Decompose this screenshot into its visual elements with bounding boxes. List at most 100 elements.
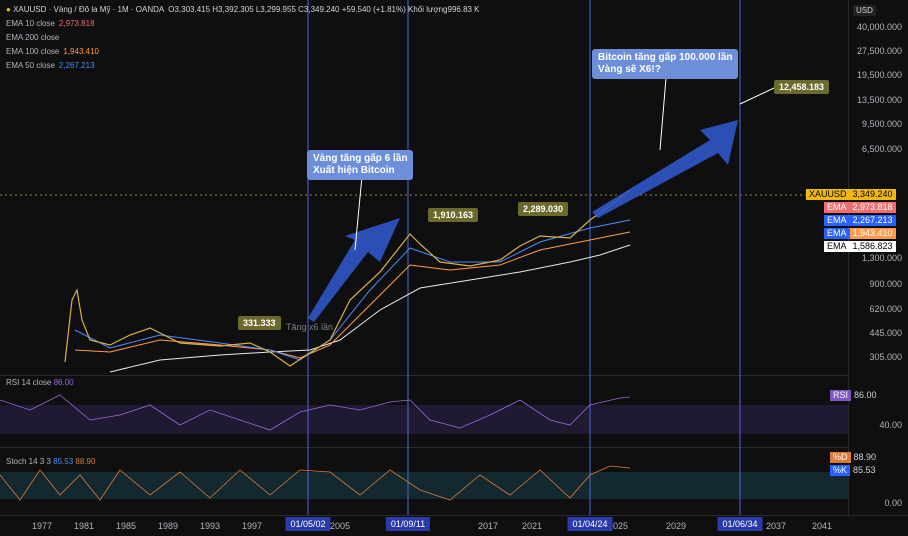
callout-line: Xuất hiện Bitcoin <box>313 165 395 176</box>
callout-line: Bitcoin tăng gấp 100.000 lần <box>598 52 733 63</box>
pane-divider <box>0 375 848 376</box>
time-label: 2025 <box>607 521 629 531</box>
tag-value: 2,973.818 <box>849 202 896 213</box>
time-label: 2041 <box>811 521 833 531</box>
time-label: 1981 <box>73 521 95 531</box>
tag-value: 3,349.240 <box>849 189 896 200</box>
callout: Vàng tăng gấp 6 lần Xuất hiện Bitcoin <box>307 150 414 180</box>
time-label: 2017 <box>477 521 499 531</box>
tag-label: %D <box>830 452 851 463</box>
ema-200 <box>109 244 631 373</box>
price-axis-label: 6,500.000 <box>861 144 902 154</box>
note: Tăng x6 lần <box>286 322 334 332</box>
rsi-value: 86.00 <box>53 378 74 387</box>
price-series <box>64 189 631 367</box>
tag-label: XAUUSD <box>806 189 850 200</box>
tag-label: EMA <box>824 241 850 252</box>
price-label: 2,289.030 <box>518 202 569 216</box>
currency[interactable]: USD <box>853 5 876 16</box>
time-label: 2029 <box>665 521 687 531</box>
indicator: EMA 200 close <box>6 33 59 42</box>
callout-line: Vàng tăng gấp 6 lần <box>313 153 408 164</box>
indicator-value: 2,973.818 <box>58 19 95 28</box>
indicator: EMA 10 close 2,973.818 <box>6 19 95 28</box>
price-tag: EMA 1,943.410 <box>824 228 896 239</box>
date-marker: 01/05/02 <box>285 517 331 531</box>
callout-pointer <box>739 87 775 105</box>
price-axis-label: 19,500.000 <box>856 70 902 80</box>
tag-value: 88.90 <box>853 452 877 462</box>
price-tag: EMA 2,973.818 <box>824 202 896 213</box>
date-marker: 01/04/24 <box>567 517 613 531</box>
time-label: 1993 <box>199 521 221 531</box>
rsi-legend: RSI 14 close 86.00 <box>6 378 74 387</box>
tag-label: %K <box>830 465 851 476</box>
price-label: 12,458.183 <box>774 80 830 94</box>
time-label: 2021 <box>521 521 543 531</box>
stoch-axis-label: 0.00 <box>884 498 902 508</box>
indicator-name: EMA 200 close <box>6 33 60 42</box>
indicator: EMA 50 close 2,267.213 <box>6 61 95 70</box>
stoch-line <box>0 465 631 501</box>
ohlc: O3,303.415 H3,392.305 L3,299.955 C3,349.… <box>168 5 480 14</box>
stoch-legend: Stoch 14 3 3 85.53 88.90 <box>6 457 95 466</box>
arrow <box>592 120 738 218</box>
price-label: 331.333 <box>238 316 281 330</box>
indicator-name: EMA 50 close <box>6 61 55 70</box>
callout: Bitcoin tăng gấp 100.000 lần Vàng sẽ X6!? <box>592 49 739 79</box>
callout-line: Vàng sẽ X6!? <box>598 64 661 75</box>
price-tag: EMA 1,586.823 <box>824 241 896 252</box>
tag-value: 2,267.213 <box>849 215 896 226</box>
price-tag: XAUUSD 3,349.240 <box>806 189 896 200</box>
stoch-d: 88.90 <box>75 457 96 466</box>
time-label: 2037 <box>765 521 787 531</box>
tag-value: 86.00 <box>854 390 877 400</box>
time-label: 1977 <box>31 521 53 531</box>
tag-value: 1,586.823 <box>849 241 896 252</box>
stoch-k: 85.53 <box>53 457 74 466</box>
price-axis-label: 40,000.000 <box>856 22 902 32</box>
price-axis-label: 1,300.000 <box>861 253 902 263</box>
price-axis-label: 900.000 <box>869 279 902 289</box>
indicator-value: 2,267.213 <box>58 61 95 70</box>
time-label: 2005 <box>329 521 351 531</box>
pane-divider <box>0 515 908 516</box>
indicator-name: EMA 100 close <box>6 47 60 56</box>
tag-label: EMA <box>824 228 850 239</box>
price-axis-label: 305.000 <box>869 352 902 362</box>
price-axis-label: 620.000 <box>869 304 902 314</box>
callout-pointer <box>354 175 363 251</box>
ema-100 <box>74 231 631 359</box>
price-axis-label: 13,500.000 <box>856 95 902 105</box>
price-axis-label: 27,500.000 <box>856 46 902 56</box>
indicator-name: EMA 10 close <box>6 19 55 28</box>
rsi-tag: RSI 86.00 <box>830 390 880 401</box>
rsi-band <box>0 405 848 434</box>
pane-divider <box>0 447 848 448</box>
price-label: 1,910.163 <box>428 208 479 222</box>
axis-divider <box>848 0 849 515</box>
stoch-k-tag: %K 85.53 <box>830 465 879 476</box>
arrow <box>308 218 400 322</box>
indicator-value: 1,943.410 <box>63 47 99 56</box>
price-tag: EMA 2,267.213 <box>824 215 896 226</box>
rsi-name: RSI 14 close <box>6 378 52 387</box>
tag-label: EMA <box>824 215 850 226</box>
time-label: 1985 <box>115 521 137 531</box>
date-marker: 01/09/11 <box>385 517 431 531</box>
price-axis-label: 9,500.000 <box>861 119 902 129</box>
ema-50 <box>74 219 631 361</box>
tag-value: 85.53 <box>853 465 876 475</box>
indicator: EMA 100 close 1,943.410 <box>6 47 99 56</box>
tag-value: 1,943.410 <box>849 228 896 239</box>
price-axis-label: 445.000 <box>869 328 902 338</box>
time-label: 1989 <box>157 521 179 531</box>
stoch-d-tag: %D 88.90 <box>830 452 879 463</box>
tag-label: EMA <box>824 202 850 213</box>
stoch-name: Stoch 14 3 3 <box>6 457 51 466</box>
stoch-band <box>0 472 848 499</box>
rsi-line <box>0 394 631 431</box>
callout-pointer <box>659 77 667 151</box>
